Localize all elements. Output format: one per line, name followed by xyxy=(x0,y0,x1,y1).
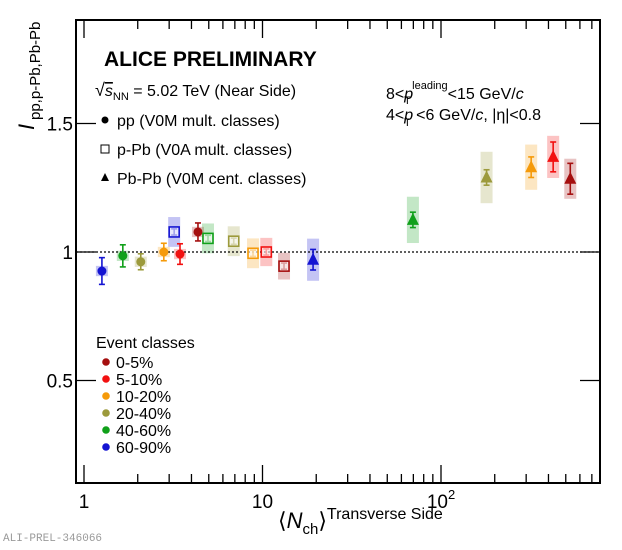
chart-title: ALICE PRELIMINARY xyxy=(104,48,317,71)
data-point-pp xyxy=(118,251,128,261)
x-tick-label: 102 xyxy=(427,487,455,513)
class-legend-label: 5-10% xyxy=(116,372,162,389)
y-axis-title-main: I xyxy=(14,124,39,130)
data-point-pbpb xyxy=(480,170,493,183)
class-legend-marker xyxy=(102,426,110,434)
systems-legend: pp (V0M mult. classes) p-Pb (V0A mult. cl… xyxy=(100,113,306,188)
kinematics-line-1: 8<pleading<15 GeV/c xyxy=(386,80,524,103)
y-tick-label: 0.5 xyxy=(47,372,73,393)
data-point-pp xyxy=(136,257,146,267)
watermark: ALI-PREL-346066 xyxy=(3,533,103,545)
y-tick-label: 1 xyxy=(62,243,73,264)
data-point-pbpb xyxy=(525,160,538,173)
class-legend-label: 40-60% xyxy=(116,423,171,440)
y-axis-title-sub: pp,p-Pb,Pb-Pb xyxy=(27,22,44,120)
class-legend-marker xyxy=(102,409,110,417)
data-point-pp xyxy=(159,247,169,257)
data-point-pp xyxy=(193,227,203,237)
data-point-ppb xyxy=(202,232,214,245)
legend-marker-square xyxy=(100,144,110,154)
legend-entry-label: pp (V0M mult. classes) xyxy=(117,113,280,130)
x-axis: 1 10 102 xyxy=(79,20,593,513)
classes-legend-title: Event classes xyxy=(96,335,195,352)
kinematics-line-2-sub: T xyxy=(404,117,411,129)
class-legend-label: 0-5% xyxy=(116,355,153,372)
kinematics-line-1-sub: T xyxy=(404,95,411,107)
data-point-pp xyxy=(175,249,185,259)
data-point-pbpb xyxy=(547,149,560,162)
class-legend-label: 60-90% xyxy=(116,440,171,457)
legend-entry-label: Pb-Pb (V0M cent. classes) xyxy=(117,171,306,188)
data-point-pbpb xyxy=(564,171,577,184)
data-point-ppb xyxy=(227,235,240,248)
data-point-ppb xyxy=(260,246,273,258)
legend-marker-circle xyxy=(101,116,109,124)
energy-label: √sNN = 5.02 TeV (Near Side) xyxy=(95,80,296,103)
class-legend-marker xyxy=(102,392,110,400)
classes-legend: 0-5%5-10%10-20%20-40%40-60%60-90% xyxy=(102,355,171,457)
data-point-ppb xyxy=(278,260,290,272)
class-legend-label: 20-40% xyxy=(116,406,171,423)
legend-entry-label: p-Pb (V0A mult. classes) xyxy=(117,142,292,159)
class-legend-marker xyxy=(102,443,110,451)
y-axis-title: I pp,p-Pb,Pb-Pb xyxy=(14,22,44,130)
y-axis: 0.5 1 1.5 xyxy=(47,115,600,393)
data-point-ppb xyxy=(247,247,259,260)
kinematics-line-2: 4<p <6 GeV/c, |η|<0.8 xyxy=(386,107,541,124)
class-legend-marker xyxy=(102,358,110,366)
data-point-pbpb xyxy=(307,252,320,265)
x-tick-label: 1 xyxy=(79,492,90,513)
y-tick-label: 1.5 xyxy=(47,115,73,136)
legend-marker-triangle xyxy=(101,173,109,181)
data-point-pp xyxy=(97,266,107,276)
class-legend-label: 10-20% xyxy=(116,389,171,406)
x-axis-title: ⟨Nch⟩Transverse Side xyxy=(278,506,443,538)
data-point-pbpb xyxy=(406,212,419,225)
data-points xyxy=(97,141,577,286)
data-point-ppb xyxy=(168,226,180,238)
class-legend-marker xyxy=(102,375,110,383)
x-tick-label: 10 xyxy=(252,492,273,513)
